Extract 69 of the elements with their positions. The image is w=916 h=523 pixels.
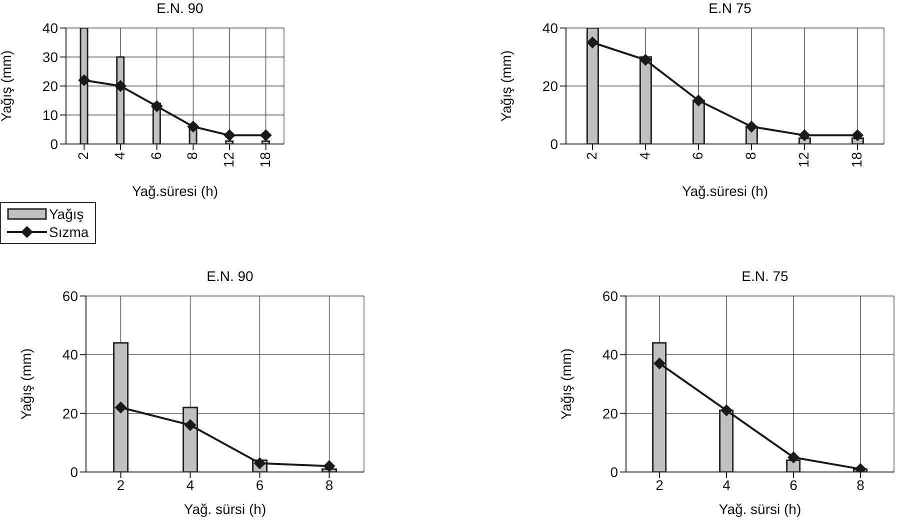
x-tick-label: 4: [111, 152, 128, 160]
point: [586, 36, 598, 48]
x-tick-label: 8: [742, 152, 758, 160]
x-tick-label: 18: [848, 152, 864, 168]
point: [254, 457, 266, 470]
point: [654, 357, 666, 370]
point: [114, 80, 126, 92]
y-tick-label: 20: [602, 405, 618, 422]
x-axis-title: Yağ. sürsi (h): [184, 501, 266, 517]
point: [323, 460, 336, 472]
y-tick-label: 0: [610, 464, 618, 480]
x-tick-label: 2: [656, 476, 664, 493]
x-tick-label: 12: [795, 152, 812, 168]
y-tick-label: 40: [542, 20, 558, 36]
x-axis-title: Yağ.süresi (h): [682, 183, 768, 199]
x-tick-label: 6: [148, 152, 164, 160]
x-tick-label: 4: [186, 476, 194, 493]
y-tick-label: 0: [50, 136, 58, 152]
chart-title: E.N 75: [708, 0, 752, 18]
y-tick-label: 30: [42, 48, 58, 65]
legend-label: Yağış: [49, 206, 84, 222]
x-tick-label: 4: [722, 476, 731, 493]
x-tick-label: 2: [116, 476, 125, 493]
point: [114, 401, 127, 414]
point: [746, 120, 758, 133]
point: [184, 419, 196, 432]
point: [78, 74, 90, 86]
x-tick-label: 6: [689, 152, 706, 160]
chart-title: E.N. 90: [206, 268, 254, 286]
y-tick-label: 40: [42, 20, 58, 36]
y-tick-label: 0: [70, 464, 78, 480]
point: [640, 54, 652, 66]
x-tick-label: 6: [790, 476, 798, 493]
y-tick-label: 40: [602, 346, 618, 363]
y-tick-label: 20: [42, 78, 58, 94]
y-axis-title: Yağış (mm): [498, 50, 514, 122]
x-tick-label: 4: [636, 152, 652, 160]
x-tick-label: 2: [583, 152, 600, 160]
y-axis-title: Yağış (mm): [0, 50, 14, 122]
x-tick-label: 2: [75, 152, 92, 160]
y-tick-label: 20: [542, 78, 558, 94]
x-tick-label: 8: [856, 476, 865, 493]
point: [798, 129, 810, 142]
y-tick-label: 20: [62, 405, 78, 422]
y-tick-label: 40: [62, 346, 78, 363]
x-tick-label: 8: [184, 152, 200, 160]
point: [150, 100, 163, 112]
y-tick-label: 10: [42, 106, 58, 123]
legend-label: Sızma: [49, 224, 89, 240]
point: [852, 129, 864, 142]
point: [692, 94, 704, 106]
y-axis-title: Yağış (mm): [18, 348, 34, 420]
y-tick-label: 0: [550, 136, 558, 152]
x-tick-label: 18: [256, 152, 273, 168]
x-tick-label: 12: [220, 152, 236, 168]
x-tick-label: 6: [256, 476, 264, 493]
point: [224, 129, 236, 142]
point: [187, 120, 200, 133]
point: [720, 404, 732, 416]
y-tick-label: 60: [602, 288, 618, 304]
point: [260, 129, 272, 142]
chart-title: E.N. 75: [740, 268, 790, 286]
point: [788, 451, 800, 464]
x-axis-title: Yağ. sürsi (h): [718, 501, 802, 517]
y-axis-title: Yağış (mm): [558, 348, 574, 420]
x-axis-title: Yağ.süresi (h): [132, 183, 218, 199]
y-tick-label: 60: [62, 288, 78, 304]
chart-title: E.N. 90: [156, 0, 204, 18]
x-tick-label: 8: [325, 476, 334, 493]
